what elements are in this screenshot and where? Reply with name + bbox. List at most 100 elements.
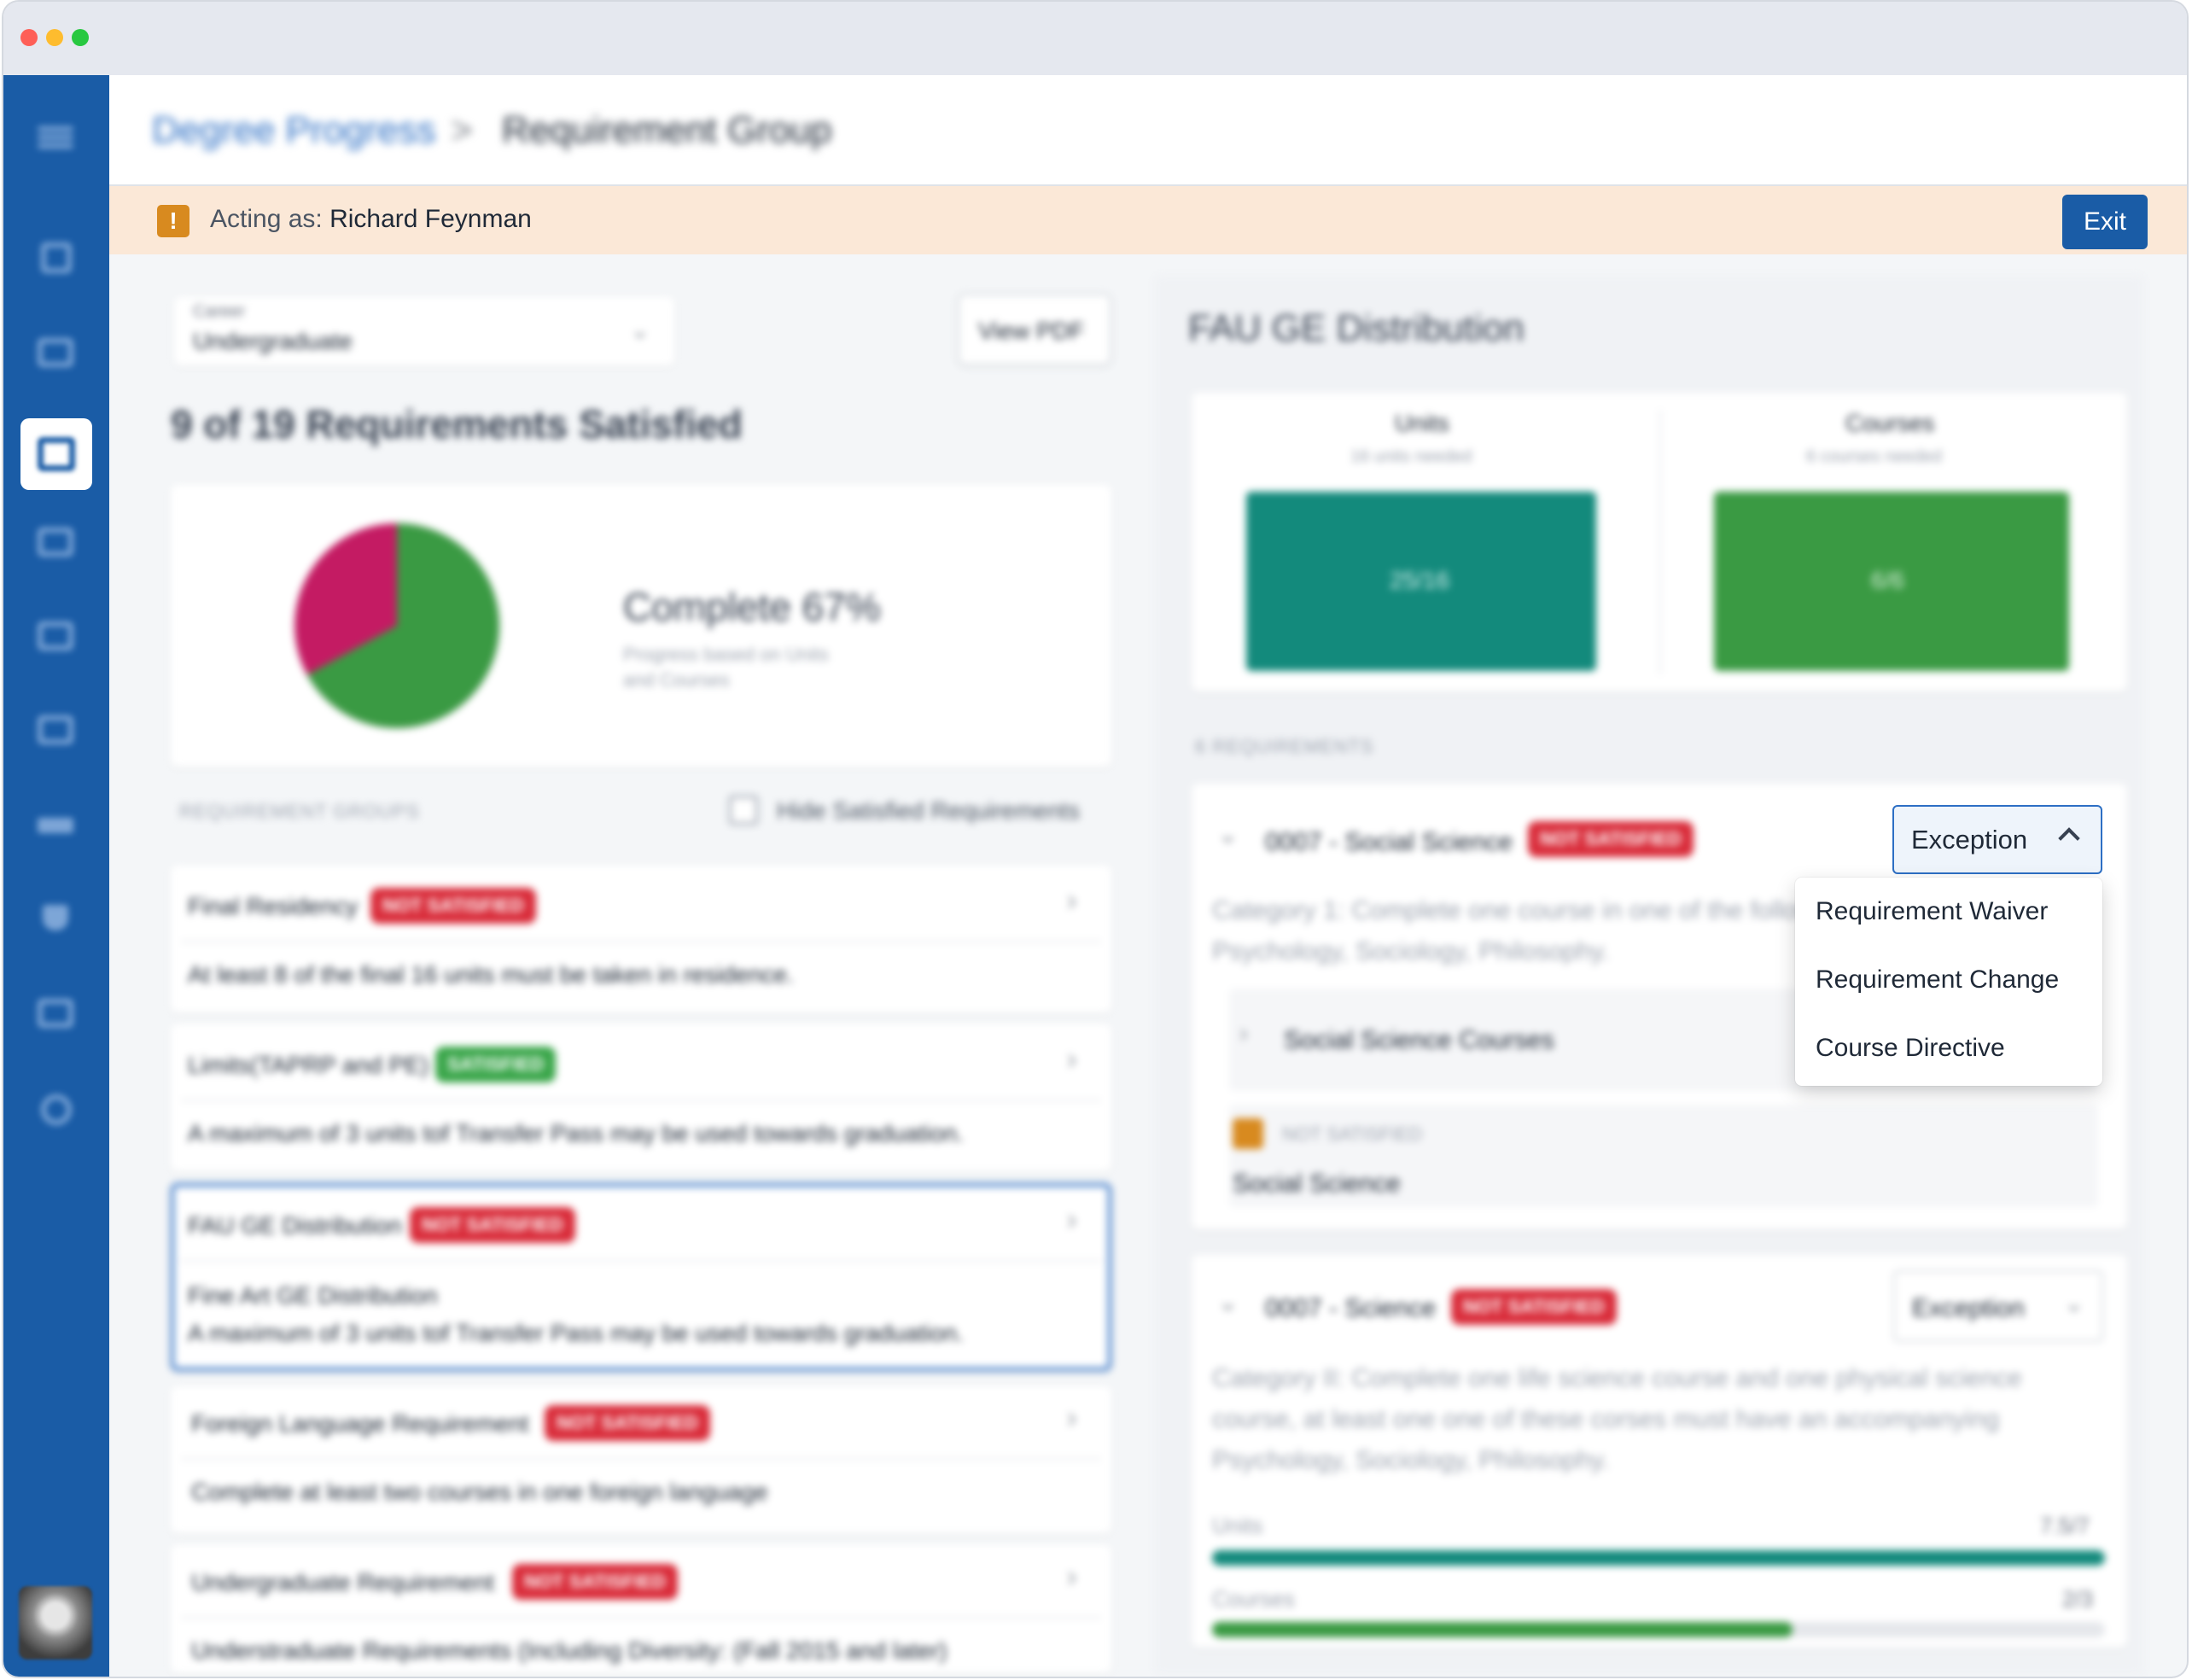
- chevron-right-icon: ›: [1067, 1402, 1077, 1434]
- status-badge: NOT SATISFIED: [545, 1405, 710, 1441]
- career-select[interactable]: Career Undergraduate ⌄: [174, 297, 674, 365]
- degree-progress-icon[interactable]: [20, 418, 92, 490]
- sidebar: [3, 75, 109, 1677]
- calendar-icon[interactable]: [38, 528, 73, 557]
- minimize-window-button[interactable]: [46, 29, 63, 46]
- detail-title: FAU GE Distribution: [1188, 307, 1524, 349]
- close-window-button[interactable]: [20, 29, 38, 46]
- courses-needed-note: 6 courses needed: [1806, 447, 1943, 466]
- chevron-right-icon: ›: [1067, 1043, 1077, 1076]
- view-pdf-label: View PDF: [978, 318, 1084, 344]
- divider: [181, 941, 1101, 942]
- requirement-group-description-2: A maximum of 3 units tof Transfer Pass m…: [188, 1320, 964, 1346]
- sub-status-row: NOT SATISFIED Social Science: [1229, 1105, 2098, 1207]
- chevron-down-icon[interactable]: ⌄: [1217, 820, 1239, 849]
- requirement-name: 0007 - Science: [1265, 1294, 1437, 1322]
- acting-as-banner: ! Acting as: Richard Feynman Exit: [109, 186, 2187, 254]
- units-tile: 25/16: [1246, 492, 1596, 671]
- mail-icon[interactable]: [38, 999, 73, 1028]
- acting-as-name: Richard Feynman: [329, 205, 532, 233]
- requirement-group-name: Foreign Language Requirement: [191, 1410, 529, 1437]
- chevron-down-icon: ⌄: [630, 317, 650, 343]
- units-courses-card: Units 16 units needed 25/16 Courses 6 co…: [1192, 393, 2127, 691]
- requirement-group-card[interactable]: Undergraduate Requirement NOT SATISFIED …: [171, 1545, 1111, 1673]
- breadcrumb-separator: >: [451, 109, 473, 151]
- home-icon[interactable]: [41, 242, 72, 273]
- progress-pie-chart: [294, 523, 499, 728]
- sub-status-name: Social Science: [1233, 1170, 1401, 1198]
- help-icon[interactable]: [41, 1094, 72, 1125]
- warning-icon: [1233, 1118, 1263, 1149]
- hide-satisfied-checkbox[interactable]: [729, 796, 758, 825]
- id-card-icon[interactable]: [38, 338, 73, 367]
- trophy-icon[interactable]: [43, 905, 68, 934]
- requirement-groups-header: REQUIREMENT GROUPS: [179, 801, 420, 822]
- exit-button[interactable]: Exit: [2062, 195, 2148, 249]
- sub-requirement-name: Social Science Courses: [1284, 1026, 1554, 1054]
- window-titlebar: [3, 2, 2187, 75]
- divider: [1659, 410, 1661, 674]
- menu-item-requirement-change[interactable]: Requirement Change: [1816, 965, 2060, 994]
- units-progress-label: Units: [1212, 1513, 1263, 1538]
- requirement-group-card[interactable]: Final Residency NOT SATISFIED › At least…: [171, 866, 1111, 1012]
- units-value: 25/16: [1390, 567, 1450, 593]
- requirement-description-3: Psychology, Sociology, Philosophy.: [1212, 1446, 1610, 1474]
- menu-item-course-directive[interactable]: Course Directive: [1816, 1034, 2005, 1062]
- units-needed-note: 16 units needed: [1350, 447, 1472, 466]
- requirement-description-2: course, at least one one of these corses…: [1212, 1405, 2000, 1433]
- requirement-group-card-selected[interactable]: FAU GE Distribution NOT SATISFIED › Fine…: [171, 1183, 1111, 1371]
- requirement-group-description: Complete at least two courses in one for…: [191, 1479, 768, 1505]
- page-header: Degree Progress > Requirement Group: [109, 75, 2187, 186]
- page-title: Requirement Group: [502, 109, 832, 151]
- courses-label: Courses: [1845, 410, 1935, 436]
- divider: [181, 1617, 1101, 1619]
- exception-dropdown-button-open[interactable]: Exception: [1892, 805, 2102, 874]
- requirement-group-description: Understraduate Requirements (Including D…: [191, 1637, 947, 1664]
- grid-icon[interactable]: [38, 621, 73, 650]
- pie-complete-slice: [306, 523, 499, 728]
- units-progress-value: 7.5/7: [2040, 1513, 2090, 1538]
- exception-dropdown-button[interactable]: Exception ⌄: [1893, 1270, 2103, 1342]
- progress-card: Complete 67% Progress based on Units and…: [171, 485, 1111, 767]
- menu-icon[interactable]: [38, 123, 73, 152]
- hide-satisfied-label: Hide Satisfied Requirements: [777, 797, 1080, 824]
- units-progress-track: [1212, 1550, 2105, 1566]
- breadcrumb-degree-progress[interactable]: Degree Progress: [152, 109, 436, 151]
- chevron-right-icon: ›: [1067, 884, 1077, 917]
- courses-value: 6/6: [1871, 567, 1904, 593]
- list-icon[interactable]: [38, 715, 73, 744]
- requirement-group-name: Limits(TAPRP and PE): [188, 1052, 429, 1078]
- requirement-group-name: Undergraduate Requirement: [191, 1569, 494, 1595]
- acting-as-text: Acting as: Richard Feynman: [210, 205, 532, 234]
- requirement-group-card[interactable]: Foreign Language Requirement NOT SATISFI…: [171, 1386, 1111, 1533]
- exception-dropdown-label: Exception: [1911, 824, 2028, 855]
- exception-dropdown-menu: Requirement Waiver Requirement Change Co…: [1795, 878, 2102, 1086]
- requirement-description-2: Psychology, Sociology, Philosophy.: [1212, 937, 1610, 965]
- chevron-right-icon: ›: [1067, 1204, 1077, 1236]
- courses-progress-value: 2/3: [2062, 1586, 2094, 1612]
- chevron-right-icon: ›: [1239, 1019, 1248, 1047]
- divider: [181, 1260, 1101, 1262]
- requirements-count: 6 REQUIREMENTS: [1195, 736, 1374, 757]
- units-label: Units: [1395, 410, 1449, 436]
- requirement-group-card[interactable]: Limits(TAPRP and PE) SATISFIED › A maxim…: [171, 1024, 1111, 1171]
- maximize-window-button[interactable]: [72, 29, 89, 46]
- status-badge: SATISFIED: [435, 1047, 557, 1082]
- divider: [181, 1100, 1101, 1101]
- user-avatar[interactable]: [19, 1586, 92, 1660]
- chevron-right-icon: ›: [1067, 1560, 1077, 1593]
- status-badge: NOT SATISFIED: [370, 888, 536, 924]
- chevron-down-icon[interactable]: ⌄: [1217, 1288, 1239, 1316]
- acting-as-label: Acting as:: [210, 205, 323, 233]
- courses-tile: 6/6: [1714, 492, 2069, 671]
- requirement-description-1: Category II: Complete one life science c…: [1212, 1364, 2022, 1392]
- menu-item-requirement-waiver[interactable]: Requirement Waiver: [1816, 897, 2049, 925]
- status-badge: NOT SATISFIED: [512, 1564, 678, 1600]
- warning-icon: !: [157, 205, 189, 237]
- view-pdf-button[interactable]: View PDF: [958, 294, 1111, 365]
- complete-percent-label: Complete 67%: [623, 585, 881, 629]
- status-badge: NOT SATISFIED: [1528, 821, 1694, 857]
- graduation-cap-icon[interactable]: [38, 811, 73, 840]
- divider: [181, 1458, 1101, 1460]
- career-select-value: Undergraduate: [193, 328, 353, 354]
